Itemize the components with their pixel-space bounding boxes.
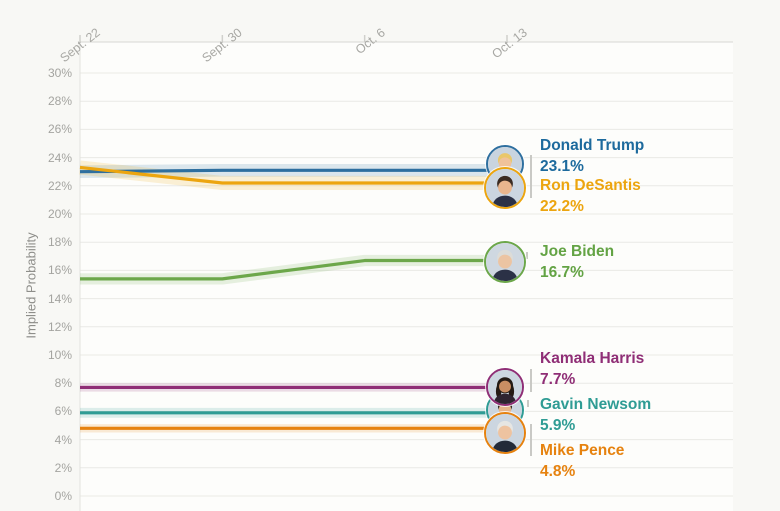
plot-area[interactable]	[80, 42, 733, 511]
y-tick-label: 30%	[47, 66, 72, 80]
candidate-name: Kamala Harris	[540, 350, 645, 367]
avatar-photo-mike-pence	[486, 414, 524, 452]
candidate-name: Ron DeSantis	[540, 177, 641, 194]
candidate-value: 5.9%	[540, 417, 576, 434]
series-line-joe-biden[interactable]	[80, 258, 507, 281]
avatar-joe-biden	[484, 241, 526, 283]
y-tick-label: 14%	[47, 291, 72, 306]
leader-line-donald-trump	[530, 155, 532, 180]
y-tick-label: 8%	[54, 376, 72, 391]
y-tick-label: 18%	[47, 235, 72, 250]
y-tick-label: 6%	[54, 404, 72, 419]
legend-item-kamala-harris[interactable]: Kamala Harris 7.7%	[540, 349, 690, 390]
y-tick-label: 4%	[54, 432, 72, 447]
y-tick-label: 24%	[47, 150, 72, 165]
y-axis-title: Implied Probability	[23, 232, 39, 339]
leader-line-ron-desantis	[530, 178, 532, 198]
leader-line-joe-biden	[526, 252, 528, 259]
y-tick-label: 20%	[47, 207, 72, 221]
y-tick-label: 2%	[54, 460, 72, 475]
y-tick-label: 22%	[47, 178, 72, 193]
candidate-value: 7.7%	[540, 371, 576, 388]
candidate-name: Mike Pence	[540, 442, 625, 459]
avatar-mike-pence	[484, 412, 526, 454]
avatar-photo-joe-biden	[486, 243, 524, 281]
y-tick-label: 28%	[47, 94, 72, 109]
y-tick-label: 12%	[47, 319, 72, 334]
avatar-kamala-harris	[486, 368, 524, 406]
leader-line-mike-pence	[530, 424, 532, 456]
y-tick-label: 0%	[54, 489, 72, 503]
y-tick-label: 10%	[47, 348, 72, 362]
candidate-value: 23.1%	[540, 158, 584, 175]
legend-item-donald-trump[interactable]: Donald Trump 23.1%	[540, 136, 690, 177]
candidate-value: 22.2%	[540, 198, 584, 215]
avatar-photo-kamala-harris	[488, 370, 522, 404]
legend-item-mike-pence[interactable]: Mike Pence 4.8%	[540, 441, 690, 482]
candidate-value: 4.8%	[540, 463, 576, 480]
leader-line-kamala-harris	[530, 369, 532, 392]
legend-item-ron-desantis[interactable]: Ron DeSantis 22.2%	[540, 176, 690, 217]
y-tick-label: 16%	[47, 263, 72, 278]
y-tick-label: 26%	[47, 122, 72, 137]
legend-item-joe-biden[interactable]: Joe Biden 16.7%	[540, 242, 690, 283]
series-line-donald-trump[interactable]	[79, 168, 507, 174]
avatar-ron-desantis	[484, 167, 526, 209]
leader-line-gavin-newsom	[527, 400, 529, 407]
series-line-ron-desantis[interactable]	[79, 165, 507, 185]
candidate-name: Gavin Newsom	[540, 396, 652, 413]
candidate-name: Joe Biden	[540, 243, 615, 260]
candidate-name: Donald Trump	[540, 137, 645, 154]
candidate-value: 16.7%	[540, 264, 584, 281]
legend-item-gavin-newsom[interactable]: Gavin Newsom 5.9%	[540, 395, 690, 436]
avatar-photo-ron-desantis	[486, 169, 524, 207]
